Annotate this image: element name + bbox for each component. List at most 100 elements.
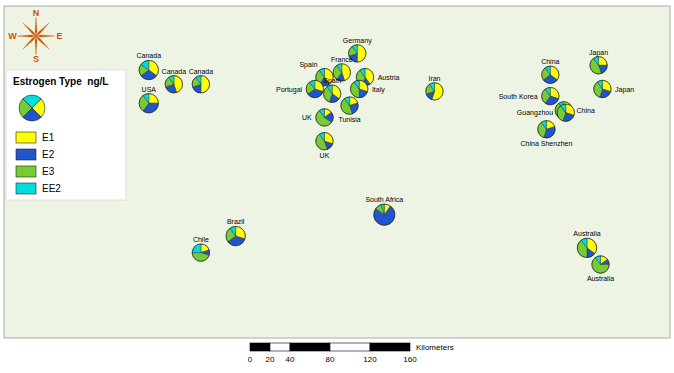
pie-label: Portugal bbox=[276, 86, 303, 94]
compass-arrow bbox=[36, 35, 55, 37]
pie-wedge bbox=[357, 45, 366, 62]
legend-label: EE2 bbox=[42, 183, 61, 194]
pie-outline bbox=[226, 226, 245, 245]
compass-arrow bbox=[36, 36, 49, 49]
compass-label: S bbox=[33, 54, 39, 64]
pie-label: Chile bbox=[193, 236, 209, 243]
pie-label: Iran bbox=[428, 75, 440, 82]
pie-outline bbox=[316, 132, 333, 149]
pie-label: Spain bbox=[323, 77, 341, 85]
pie-outline bbox=[323, 85, 340, 102]
compass-arrow bbox=[35, 17, 37, 36]
legend-label: E3 bbox=[42, 166, 55, 177]
legend-swatch bbox=[16, 183, 36, 194]
scale-tick-label: 160 bbox=[403, 355, 417, 364]
pie-label: France bbox=[331, 56, 353, 63]
pie-label: Canada bbox=[189, 68, 214, 75]
pie bbox=[374, 204, 395, 225]
scale-tick-label: 0 bbox=[248, 355, 253, 364]
pie-outline bbox=[374, 204, 395, 225]
pie-outline bbox=[557, 104, 574, 121]
pie bbox=[542, 87, 559, 104]
compass-arrow bbox=[17, 35, 36, 37]
pie-outline bbox=[139, 60, 158, 79]
scale-tick-label: 120 bbox=[363, 355, 377, 364]
scale-label: Kilometers bbox=[416, 343, 454, 352]
pie-outline bbox=[594, 80, 611, 97]
pie-label: UK bbox=[320, 152, 330, 159]
pie-label: Italy bbox=[372, 86, 385, 94]
scale-tick-label: 20 bbox=[266, 355, 275, 364]
pie-wedge bbox=[587, 248, 595, 258]
pie-outline bbox=[316, 109, 333, 126]
compass-arrow bbox=[36, 23, 49, 36]
pie-labels: CanadaCanadaCanadaUSAChileBrazilSpainFra… bbox=[137, 37, 635, 282]
pie-outline bbox=[192, 76, 209, 93]
pie-label: South Africa bbox=[365, 196, 403, 203]
pie-label: China Shenzhen bbox=[521, 140, 573, 147]
scale-segment bbox=[330, 343, 370, 351]
pie bbox=[351, 80, 368, 97]
pie-wedge bbox=[381, 204, 384, 215]
pie-outline bbox=[577, 238, 596, 257]
pie bbox=[577, 238, 596, 257]
legend-title: Estrogen Type ng/L bbox=[13, 76, 108, 87]
pie-label: China bbox=[541, 58, 559, 65]
pie bbox=[316, 132, 333, 149]
pie-label: USA bbox=[142, 86, 157, 93]
legend-swatch bbox=[16, 132, 36, 143]
pie-outline bbox=[590, 57, 607, 74]
pie bbox=[341, 97, 358, 114]
compass-arrow bbox=[23, 23, 36, 36]
legend-swatch bbox=[16, 166, 36, 177]
pie bbox=[538, 121, 555, 138]
pie-outline bbox=[426, 83, 443, 100]
pie-outline bbox=[351, 80, 368, 97]
chart: NESWEstrogen Type ng/LE1E2E3EE2020408012… bbox=[0, 0, 674, 373]
pie-label: Brazil bbox=[227, 218, 245, 225]
scale-segment bbox=[290, 343, 330, 351]
pie-outline bbox=[139, 94, 158, 113]
pie-wedge bbox=[192, 253, 209, 262]
pie bbox=[323, 85, 340, 102]
pie-label: China bbox=[577, 107, 595, 114]
legend-label: E2 bbox=[42, 149, 55, 160]
scale-bar: 0204080120160Kilometers bbox=[248, 343, 454, 365]
pie bbox=[306, 80, 323, 97]
pies bbox=[139, 45, 611, 273]
pie bbox=[316, 109, 333, 126]
pie-label: Australia bbox=[587, 275, 614, 282]
pie-label: Australia bbox=[573, 230, 600, 237]
pie-label: Tunisia bbox=[338, 116, 360, 123]
pie bbox=[590, 57, 607, 74]
pie-label: Germany bbox=[343, 37, 372, 45]
pie-label: Japan bbox=[589, 49, 608, 57]
legend-swatch bbox=[16, 149, 36, 160]
pie bbox=[592, 256, 609, 273]
pie-label: Canada bbox=[137, 52, 162, 59]
pie-wedge bbox=[376, 205, 385, 215]
pie-label: Canada bbox=[162, 68, 187, 75]
pie bbox=[192, 244, 209, 261]
pie bbox=[192, 76, 209, 93]
pie-wedge bbox=[201, 76, 210, 93]
compass: NESW bbox=[8, 8, 62, 65]
pie-label: Guangzhou bbox=[517, 109, 553, 117]
pie-label: Japan bbox=[615, 86, 634, 94]
compass-label: W bbox=[8, 31, 17, 41]
map-frame bbox=[4, 6, 670, 338]
pie bbox=[165, 76, 182, 93]
pie-outline bbox=[592, 256, 609, 273]
pie-outline bbox=[341, 97, 358, 114]
pie bbox=[139, 94, 158, 113]
pie-outline bbox=[192, 244, 209, 261]
legend: Estrogen Type ng/LE1E2E3EE2 bbox=[6, 70, 126, 200]
map-background bbox=[4, 6, 670, 338]
pie bbox=[594, 80, 611, 97]
pie bbox=[139, 60, 158, 79]
pie-outline bbox=[542, 66, 559, 83]
pie bbox=[426, 83, 443, 100]
pie-label: Spain bbox=[299, 61, 317, 69]
pie-outline bbox=[538, 121, 555, 138]
scale-segment bbox=[370, 343, 410, 351]
